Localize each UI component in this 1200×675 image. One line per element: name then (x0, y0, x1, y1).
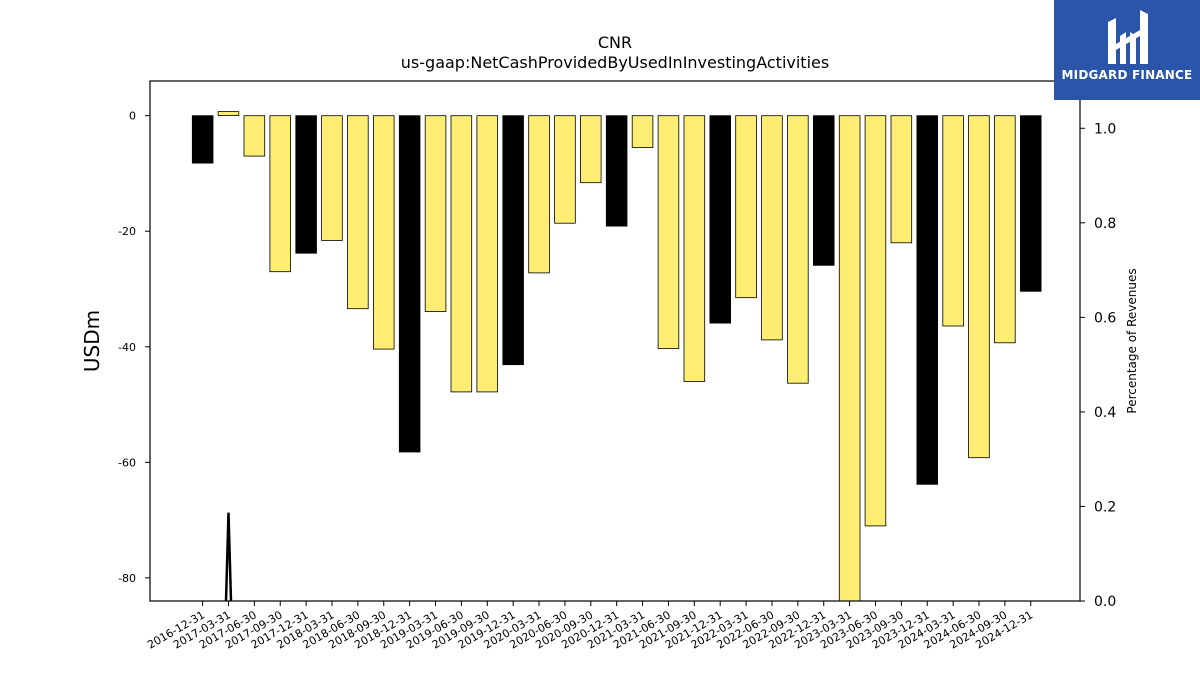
y2-tick-label: 0.6 (1094, 310, 1116, 326)
bar-2023-06-30 (864, 115, 887, 527)
y2-axis-label: Percentage of Revenues (1125, 268, 1139, 413)
bar-2017-12-31 (295, 115, 317, 254)
bar-2022-12-31 (813, 115, 835, 266)
bar-group (191, 111, 1042, 602)
bar-2021-12-31 (709, 115, 732, 324)
y-axis-right: 0.0 0.2 0.4 0.6 0.8 1.0 (1080, 121, 1116, 610)
bar-2017-06-30 (243, 115, 266, 157)
bar-2020-06-30 (554, 115, 576, 224)
midgard-finance-logo: MIDGARD FINANCE (1054, 0, 1200, 100)
y-tick-label: -80 (118, 572, 136, 585)
y2-tick-label: 0.4 (1094, 405, 1116, 421)
bar-2020-09-30 (580, 115, 602, 184)
bar-2022-03-31 (735, 115, 757, 299)
bar-2017-09-30 (269, 115, 291, 273)
bar-2024-03-31 (942, 115, 964, 327)
bar-2018-12-31 (398, 115, 421, 453)
bar-2019-06-30 (450, 115, 473, 393)
bar-2019-12-31 (502, 115, 524, 366)
bar-2021-03-31 (631, 115, 654, 148)
bar-2018-09-30 (372, 115, 395, 350)
bar-2023-12-31 (916, 115, 939, 485)
y-axis-label: USDm (80, 310, 104, 372)
x-axis: 2016-12-312017-03-312017-06-302017-09-30… (145, 601, 1035, 652)
bar-2021-06-30 (657, 115, 680, 349)
y-tick-label: -40 (118, 341, 136, 354)
plot-frame (149, 80, 1081, 602)
bar-2024-09-30 (994, 115, 1016, 344)
y2-tick-label: 1.0 (1094, 121, 1116, 137)
line-series-group (224, 512, 233, 602)
bar-2022-06-30 (761, 115, 783, 341)
bar-2018-06-30 (347, 115, 369, 310)
bar-2019-03-31 (424, 115, 447, 312)
y2-tick-label: 0.0 (1094, 594, 1116, 610)
bar-2016-12-31 (191, 115, 214, 164)
bar-2024-12-31 (1020, 115, 1042, 292)
midgard-logo-icon (1108, 10, 1148, 64)
bar-2022-09-30 (787, 115, 809, 384)
bar-2023-03-31 (838, 115, 861, 602)
bar-2020-12-31 (605, 115, 628, 227)
y2-tick-label: 0.2 (1094, 499, 1116, 515)
bar-2017-03-31 (217, 111, 240, 116)
y-axis-left: 0 -20 -40 -60 -80 (118, 110, 150, 585)
chart-title: CNR (598, 33, 632, 52)
revenue-percentage-line (224, 512, 233, 602)
y-tick-label: -20 (118, 225, 136, 238)
bar-2019-09-30 (476, 115, 498, 393)
y-tick-label: -60 (118, 456, 136, 469)
y-tick-label: 0 (129, 110, 136, 123)
bar-2024-06-30 (968, 115, 990, 459)
chart-subtitle: us-gaap:NetCashProvidedByUsedInInvesting… (401, 53, 829, 72)
bar-2021-09-30 (683, 115, 706, 382)
y2-tick-label: 0.8 (1094, 216, 1116, 232)
bar-2020-03-31 (528, 115, 550, 274)
bar-2023-09-30 (890, 115, 913, 244)
bar-2018-03-31 (321, 115, 343, 241)
logo-text: MIDGARD FINANCE (1061, 68, 1193, 82)
